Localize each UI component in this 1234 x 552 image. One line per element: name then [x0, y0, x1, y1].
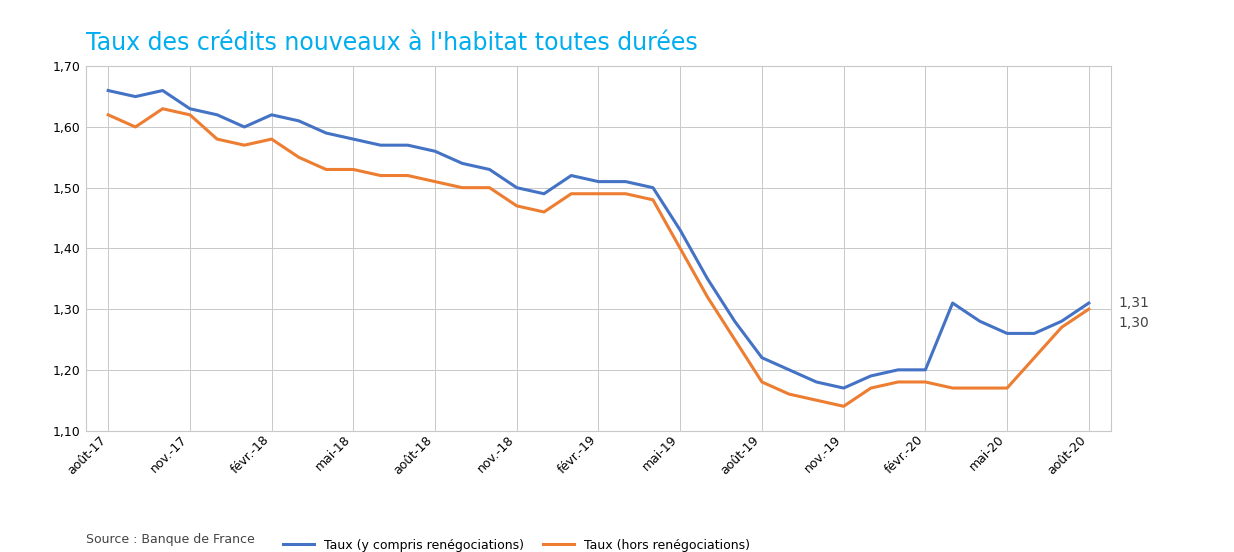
Taux (hors renégociations) — [428, 178, 443, 185]
Taux (y compris renégociations) — [837, 385, 851, 391]
Taux (y compris renégociations) — [373, 142, 387, 148]
Taux (y compris renégociations) — [237, 124, 252, 130]
Taux (y compris renégociations) — [101, 87, 116, 94]
Taux (y compris renégociations) — [346, 136, 360, 142]
Taux (y compris renégociations) — [972, 318, 987, 325]
Taux (y compris renégociations) — [782, 367, 797, 373]
Taux (y compris renégociations) — [727, 318, 742, 325]
Taux (y compris renégociations) — [754, 354, 769, 361]
Taux (y compris renégociations) — [891, 367, 906, 373]
Taux (y compris renégociations) — [1027, 330, 1041, 337]
Taux (hors renégociations) — [727, 336, 742, 343]
Taux (hors renégociations) — [645, 197, 660, 203]
Taux (hors renégociations) — [1054, 324, 1069, 331]
Taux (hors renégociations) — [618, 190, 633, 197]
Taux (hors renégociations) — [837, 403, 851, 410]
Taux (y compris renégociations) — [183, 105, 197, 112]
Taux (hors renégociations) — [183, 112, 197, 118]
Taux (hors renégociations) — [510, 203, 524, 209]
Taux (y compris renégociations) — [510, 184, 524, 191]
Taux (hors renégociations) — [373, 172, 387, 179]
Taux (y compris renégociations) — [945, 300, 960, 306]
Taux (y compris renégociations) — [428, 148, 443, 155]
Taux (hors renégociations) — [810, 397, 824, 404]
Taux (y compris renégociations) — [128, 93, 143, 100]
Taux (hors renégociations) — [754, 379, 769, 385]
Taux (y compris renégociations) — [155, 87, 170, 94]
Taux (hors renégociations) — [891, 379, 906, 385]
Taux (y compris renégociations) — [564, 172, 579, 179]
Taux (hors renégociations) — [1027, 354, 1041, 361]
Taux (y compris renégociations) — [810, 379, 824, 385]
Taux (y compris renégociations) — [291, 118, 306, 124]
Taux (hors renégociations) — [537, 209, 552, 215]
Taux (y compris renégociations) — [918, 367, 933, 373]
Taux (hors renégociations) — [700, 294, 714, 300]
Taux (y compris renégociations) — [455, 160, 470, 167]
Text: Source : Banque de France: Source : Banque de France — [86, 533, 255, 546]
Taux (hors renégociations) — [128, 124, 143, 130]
Taux (y compris renégociations) — [210, 112, 225, 118]
Line: Taux (y compris renégociations): Taux (y compris renégociations) — [109, 91, 1088, 388]
Taux (hors renégociations) — [972, 385, 987, 391]
Taux (y compris renégociations) — [1081, 300, 1096, 306]
Text: 1,31: 1,31 — [1119, 296, 1150, 310]
Taux (y compris renégociations) — [673, 227, 687, 233]
Taux (y compris renégociations) — [618, 178, 633, 185]
Taux (y compris renégociations) — [318, 130, 333, 136]
Taux (hors renégociations) — [864, 385, 879, 391]
Taux (y compris renégociations) — [537, 190, 552, 197]
Taux (y compris renégociations) — [1000, 330, 1014, 337]
Line: Taux (hors renégociations): Taux (hors renégociations) — [109, 109, 1088, 406]
Taux (hors renégociations) — [673, 245, 687, 252]
Taux (hors renégociations) — [318, 166, 333, 173]
Taux (y compris renégociations) — [1054, 318, 1069, 325]
Taux (hors renégociations) — [264, 136, 279, 142]
Taux (hors renégociations) — [918, 379, 933, 385]
Taux (hors renégociations) — [945, 385, 960, 391]
Taux (y compris renégociations) — [264, 112, 279, 118]
Taux (hors renégociations) — [1000, 385, 1014, 391]
Taux (hors renégociations) — [482, 184, 497, 191]
Text: 1,30: 1,30 — [1119, 316, 1150, 330]
Taux (hors renégociations) — [155, 105, 170, 112]
Taux (y compris renégociations) — [864, 373, 879, 379]
Taux (hors renégociations) — [237, 142, 252, 148]
Taux (hors renégociations) — [291, 154, 306, 161]
Taux (y compris renégociations) — [591, 178, 606, 185]
Taux (hors renégociations) — [346, 166, 360, 173]
Taux (hors renégociations) — [210, 136, 225, 142]
Taux (hors renégociations) — [782, 391, 797, 397]
Taux (hors renégociations) — [1081, 306, 1096, 312]
Taux (hors renégociations) — [564, 190, 579, 197]
Taux (y compris renégociations) — [700, 275, 714, 282]
Taux (y compris renégociations) — [400, 142, 415, 148]
Taux (y compris renégociations) — [482, 166, 497, 173]
Text: Taux des crédits nouveaux à l'habitat toutes durées: Taux des crédits nouveaux à l'habitat to… — [86, 30, 698, 55]
Legend: Taux (y compris renégociations), Taux (hors renégociations): Taux (y compris renégociations), Taux (h… — [283, 539, 750, 552]
Taux (hors renégociations) — [101, 112, 116, 118]
Taux (y compris renégociations) — [645, 184, 660, 191]
Taux (hors renégociations) — [400, 172, 415, 179]
Taux (hors renégociations) — [591, 190, 606, 197]
Taux (hors renégociations) — [455, 184, 470, 191]
